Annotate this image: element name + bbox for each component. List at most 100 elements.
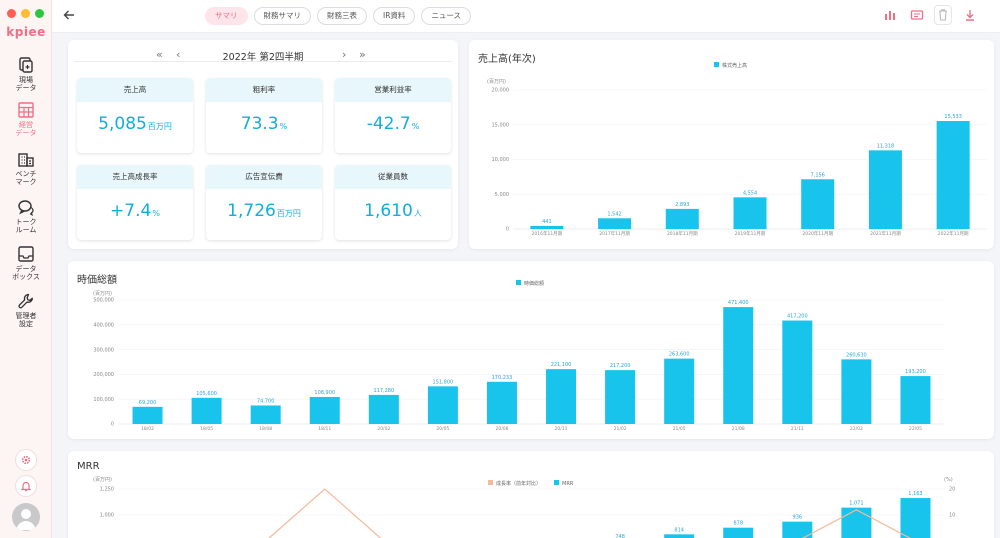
bar-value-label: 217,200 <box>610 363 631 369</box>
sidebar-item-admin-settings[interactable]: 管理者 設定 <box>0 292 52 328</box>
bar <box>132 406 163 424</box>
sidebar-item-label: 管理者 設定 <box>15 312 37 328</box>
revenue-chart-card: 売上高(年次) 株式売上高 (百万円) 20,000 15,000 10,000 5,… <box>469 40 994 249</box>
y-tick-label: 10,000 <box>492 157 510 163</box>
bar-value-label: 151,800 <box>433 379 454 385</box>
summary-card: « ‹ 2022年 第2四半期 › » 売上高 5,085百万円 粗利率 73.… <box>68 40 458 249</box>
sidebar-item-data-box[interactable]: データ ボックス <box>0 245 52 281</box>
kpi-card[interactable]: 広告宣伝費 1,726百万円 <box>206 165 322 240</box>
back-arrow-icon[interactable] <box>62 8 76 22</box>
next-year-button[interactable]: » <box>359 48 366 61</box>
y-tick-label: 100,000 <box>93 397 114 403</box>
bar-value-label: 878 <box>733 521 743 527</box>
kpi-value: +7.4 <box>110 201 152 221</box>
kpi-value-wrap: 5,085百万円 <box>77 114 193 134</box>
notifications-button[interactable] <box>15 475 37 497</box>
x-tick-label: 18/05 <box>200 426 213 432</box>
y-tick-label: 20,000 <box>492 88 510 94</box>
y2-tick-label: 10 <box>949 513 955 519</box>
kpi-card[interactable]: 営業利益率 -42.7% <box>335 78 451 153</box>
close-window-button[interactable] <box>7 9 16 18</box>
sidebar: kpiee 現場 データ 経営 データ ベンチ マーク トーク ルーム データ … <box>0 0 52 538</box>
market-cap-chart-card: 時価総額 時価総額 (百万円) 500,000 400,000 300,000 200… <box>68 261 994 439</box>
bar-value-label: 260,630 <box>846 352 867 358</box>
kpi-card[interactable]: 従業員数 1,610人 <box>335 165 451 240</box>
user-avatar[interactable] <box>12 503 40 531</box>
sidebar-item-management-data[interactable]: 経営 データ <box>0 101 52 137</box>
x-tick-label: 2018年11月期 <box>667 230 698 237</box>
prev-year-button[interactable]: « <box>156 48 163 61</box>
bar-value-label: 1,542 <box>607 211 621 217</box>
legend-swatch <box>516 280 521 285</box>
tab-ir-materials[interactable]: IR資料 <box>373 7 416 25</box>
tab-financial-statements[interactable]: 財務三表 <box>317 7 367 25</box>
minimize-window-button[interactable] <box>21 9 30 18</box>
kpi-card[interactable]: 粗利率 73.3% <box>206 78 322 153</box>
trash-icon <box>939 9 947 21</box>
chat-icon <box>18 200 34 216</box>
bar-value-label: 1,071 <box>849 501 863 507</box>
bar <box>546 369 577 424</box>
kpi-unit: 人 <box>413 209 422 218</box>
kpi-card[interactable]: 売上高成長率 +7.4% <box>77 165 193 240</box>
y-tick-label: 0 <box>506 227 509 233</box>
x-tick-label: 21/05 <box>673 426 686 432</box>
growth-line <box>268 488 912 538</box>
kpi-value: -42.7 <box>366 114 411 134</box>
sidebar-item-benchmark[interactable]: ベンチ マーク <box>0 150 52 186</box>
bar-value-label: 117,280 <box>373 388 394 394</box>
next-quarter-button[interactable]: › <box>342 48 347 61</box>
trash-button[interactable] <box>934 5 952 25</box>
bar-value-label: 748 <box>615 534 625 538</box>
x-tick-label: 18/11 <box>318 426 331 432</box>
bar-value-label: 417,200 <box>787 314 808 320</box>
market-cap-bar-chart: 時価総額 (百万円) 500,000 400,000 300,000 200,000 1… <box>93 280 945 432</box>
kpi-unit: 百万円 <box>147 122 172 131</box>
divider <box>74 61 452 62</box>
sidebar-item-label: ベンチ マーク <box>15 170 37 186</box>
y2-unit-label: (%) <box>944 477 953 483</box>
bar <box>868 150 902 229</box>
x-tick-label: 2016年11月期 <box>532 230 563 237</box>
app-logo: kpiee <box>6 25 46 39</box>
chart-view-icon[interactable] <box>883 8 897 22</box>
kpi-card[interactable]: 売上高 5,085百万円 <box>77 78 193 153</box>
kpi-value: 5,085 <box>98 114 147 134</box>
kpi-value-wrap: -42.7% <box>335 114 451 134</box>
sidebar-item-talk-room[interactable]: トーク ルーム <box>0 198 52 234</box>
bar-value-label: 69,200 <box>139 400 157 406</box>
inbox-icon <box>18 246 34 262</box>
kpi-value-wrap: +7.4% <box>77 201 193 221</box>
sidebar-item-label: 経営 データ <box>15 121 37 137</box>
bar <box>723 527 754 538</box>
x-tick-label: 2020年11月期 <box>802 230 833 237</box>
presentation-icon[interactable] <box>910 8 924 22</box>
table-grid-icon <box>18 102 34 118</box>
settings-button[interactable] <box>15 449 37 471</box>
legend-swatch <box>714 62 719 67</box>
bar <box>486 381 517 424</box>
maximize-window-button[interactable] <box>35 9 44 18</box>
legend-swatch-mrr <box>554 480 559 485</box>
tab-news[interactable]: ニュース <box>421 7 472 25</box>
bar-value-label: 936 <box>793 515 803 521</box>
bar-value-label: 105,600 <box>196 391 217 397</box>
sidebar-item-label: トーク ルーム <box>15 218 37 234</box>
x-tick-label: 20/08 <box>495 426 508 432</box>
sidebar-item-field-data[interactable]: 現場 データ <box>0 56 52 92</box>
bar-value-label: 1,163 <box>908 491 922 497</box>
x-tick-label: 21/08 <box>732 426 745 432</box>
kpi-label: 粗利率 <box>206 78 322 102</box>
tab-summary[interactable]: サマリ <box>205 7 248 25</box>
prev-quarter-button[interactable]: ‹ <box>176 48 181 61</box>
kpi-label: 従業員数 <box>335 165 451 189</box>
download-icon[interactable] <box>963 8 977 22</box>
y-tick-label: 300,000 <box>93 347 114 353</box>
y-unit-label: (百万円) <box>93 291 112 297</box>
bar-value-label: 263,600 <box>669 352 690 358</box>
kpi-unit: 百万円 <box>276 209 301 218</box>
x-tick-label: 22/05 <box>909 426 922 432</box>
y-tick-label: 1,250 <box>100 487 114 493</box>
tab-financial-summary[interactable]: 財務サマリ <box>253 7 311 25</box>
bar <box>733 197 767 229</box>
